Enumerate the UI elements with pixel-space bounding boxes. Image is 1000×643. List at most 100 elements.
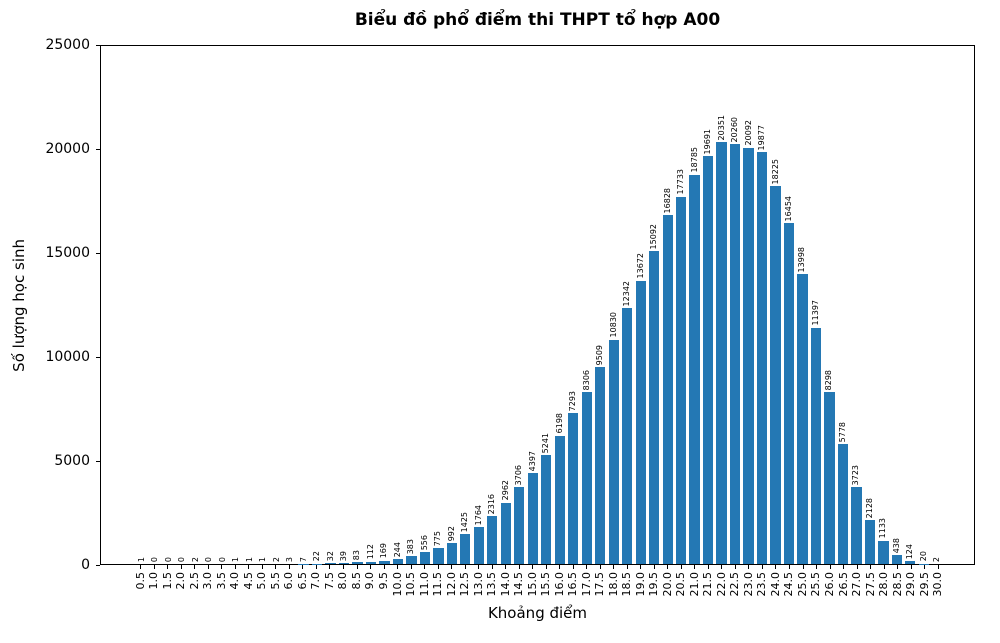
x-tick: 11.0 xyxy=(418,565,432,597)
bar-slot: 775 xyxy=(432,46,445,564)
x-tick: 6.0 xyxy=(282,565,297,597)
x-tick-mark xyxy=(153,565,155,569)
x-tick-label: 13.0 xyxy=(471,572,485,597)
x-tick-label: 13.5 xyxy=(485,572,499,597)
bar-slot: 83 xyxy=(351,46,364,564)
x-axis-ticks: 0.5 1.0 1.5 2.0 2.5 3.0 3.5 4.0 4.5 5.0 5.5 6.0 6.5 7… xyxy=(100,565,975,597)
x-tick: 11.5 xyxy=(431,565,445,597)
x-tick-mark xyxy=(451,565,453,569)
bar-value-label: 0 xyxy=(150,556,160,562)
x-tick-label: 29.5 xyxy=(917,572,931,597)
bar-slot: 124 xyxy=(904,46,917,564)
bar xyxy=(905,561,916,564)
bar-slot: 9509 xyxy=(593,46,606,564)
x-tick: 13.5 xyxy=(485,565,499,597)
x-tick: 18.5 xyxy=(620,565,635,597)
bar-slot: 20092 xyxy=(742,46,755,564)
bar-slot: 3 xyxy=(283,46,296,564)
x-tick: 23.0 xyxy=(742,565,756,597)
bar-value-label: 1 xyxy=(258,556,268,562)
bar-slot: 0 xyxy=(216,46,229,564)
x-tick: 4.5 xyxy=(242,565,256,597)
bar-slot: 12342 xyxy=(620,46,633,564)
bar-value-label: 6198 xyxy=(554,413,564,434)
bar-value-label: 5241 xyxy=(541,433,551,454)
x-tick-mark xyxy=(829,565,831,569)
bar-slot: 556 xyxy=(418,46,431,564)
bar xyxy=(554,435,565,564)
plot-area: 1 0 0 0 2 0 0 1 1 1 2 3 7 22 32 39 83 112 169 244 383 556 775 9… xyxy=(100,45,975,565)
bar xyxy=(581,391,592,564)
x-tick-mark xyxy=(653,565,655,569)
bar-value-label: 7 xyxy=(298,556,308,562)
x-tick-label: 14.5 xyxy=(512,572,526,597)
x-tick: 22.5 xyxy=(728,565,743,597)
bar-value-label: 19877 xyxy=(757,124,767,151)
x-tick-mark xyxy=(491,565,493,569)
x-tick-label: 20.5 xyxy=(674,572,688,597)
bar-value-label: 2 xyxy=(932,556,942,562)
bar-value-label: 18225 xyxy=(770,158,780,185)
bar-value-label: 8306 xyxy=(581,369,591,390)
x-tick-mark xyxy=(694,565,696,569)
x-tick-mark xyxy=(789,565,790,569)
bar-slot: 19877 xyxy=(755,46,768,564)
bar-slot: 3706 xyxy=(513,46,526,564)
bar xyxy=(365,561,377,564)
x-tick-mark xyxy=(640,565,642,569)
x-tick: 2.5 xyxy=(188,565,202,597)
x-tick: 20.5 xyxy=(674,565,689,597)
y-axis-label-text: Số lượng học sinh xyxy=(10,238,28,372)
bar-value-label: 438 xyxy=(891,537,901,553)
x-tick-label: 25.5 xyxy=(809,572,823,597)
x-tick-label: 29.0 xyxy=(904,572,918,597)
bar xyxy=(689,174,700,564)
x-tick-label: 17.0 xyxy=(579,572,593,597)
bar xyxy=(392,558,404,564)
bar-slot: 39 xyxy=(337,46,350,564)
x-tick-mark xyxy=(748,565,750,569)
bar-slot: 13998 xyxy=(796,46,809,564)
x-tick-mark xyxy=(383,565,385,569)
x-tick-label: 11.0 xyxy=(417,572,431,597)
x-tick-mark xyxy=(680,565,682,569)
x-tick: 3.0 xyxy=(201,565,216,597)
x-axis-label: Khoảng điểm xyxy=(487,604,588,622)
x-tick-mark xyxy=(586,565,588,569)
x-tick-label: 21.5 xyxy=(701,572,715,597)
bar-slot: 0 xyxy=(162,46,175,564)
x-tick-mark xyxy=(599,565,601,569)
x-tick-label: 8.5 xyxy=(349,572,363,590)
x-tick: 23.5 xyxy=(755,565,770,597)
x-tick-label: 19.5 xyxy=(647,572,661,597)
x-tick-mark xyxy=(559,565,561,569)
bar-value-label: 1 xyxy=(136,556,146,562)
bar-slot: 3723 xyxy=(850,46,863,564)
x-tick-mark xyxy=(302,565,304,569)
x-tick: 14.0 xyxy=(499,565,513,597)
x-tick-label: 22.5 xyxy=(728,572,742,597)
bar xyxy=(676,196,687,564)
x-tick-label: 1.5 xyxy=(160,572,174,590)
bar-slot: 2 xyxy=(189,46,202,564)
bar xyxy=(541,455,552,564)
bar-value-label: 1764 xyxy=(473,505,483,526)
bar-value-label: 15092 xyxy=(649,223,659,250)
x-tick-label: 17.5 xyxy=(593,572,607,597)
bar-value-label: 83 xyxy=(352,550,362,561)
bar-slot: 13672 xyxy=(634,46,647,564)
x-tick: 22.0 xyxy=(715,565,729,597)
bar xyxy=(500,502,511,564)
bar-slot: 0 xyxy=(175,46,188,564)
bar-value-label: 0 xyxy=(177,556,187,562)
bar-slot: 992 xyxy=(445,46,458,564)
bar xyxy=(649,251,660,564)
bar-slot: 8306 xyxy=(580,46,593,564)
x-tick-mark xyxy=(843,565,845,569)
x-tick-label: 23.5 xyxy=(755,572,769,597)
x-tick-label: 26.0 xyxy=(823,572,836,597)
bar-slot: 20260 xyxy=(728,46,741,564)
x-tick-mark xyxy=(167,565,169,569)
x-tick-mark xyxy=(897,565,899,569)
bar xyxy=(878,540,889,564)
